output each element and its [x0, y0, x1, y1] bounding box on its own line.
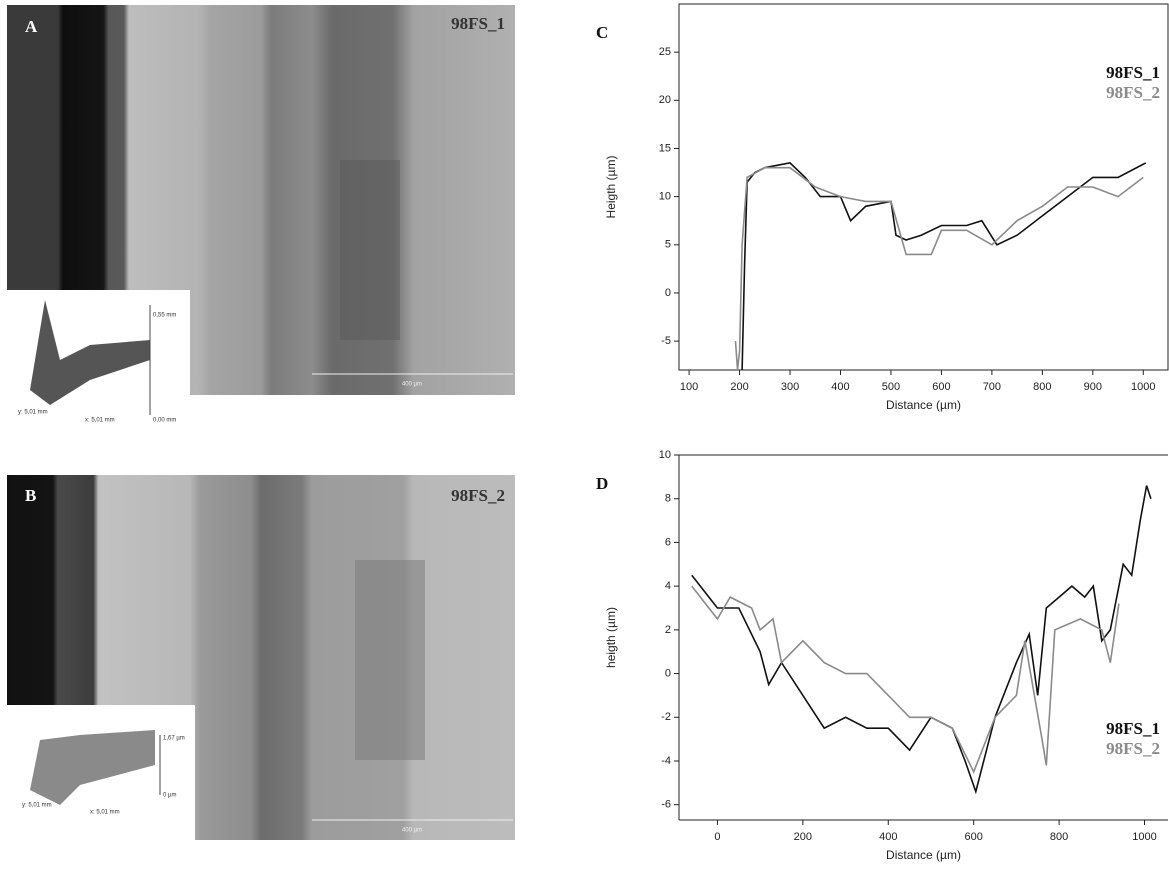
- inset-label: 0,00 mm: [153, 418, 176, 424]
- panel-label: B: [25, 486, 36, 505]
- x-tick-label: 400: [831, 381, 849, 393]
- panel-label: D: [596, 474, 608, 493]
- x-tick-label: 800: [1033, 381, 1051, 393]
- legend-label: 98FS_1: [1106, 63, 1160, 82]
- texture: [355, 560, 425, 760]
- texture: [340, 160, 400, 340]
- inset-label: x: 5,01 mm: [85, 418, 115, 424]
- x-tick-label: 800: [1050, 831, 1068, 843]
- panel-label: C: [596, 23, 608, 42]
- x-tick-label: 900: [1084, 381, 1102, 393]
- inset-surface: [30, 300, 150, 405]
- y-tick-label: -4: [661, 755, 671, 767]
- panel-label: A: [25, 17, 38, 36]
- sample-label: 98FS_1: [451, 14, 505, 33]
- x-tick-label: 500: [882, 381, 900, 393]
- inset-label: y: 5,01 mm: [22, 803, 52, 809]
- x-tick-label: 700: [983, 381, 1001, 393]
- y-tick-label: 25: [659, 46, 671, 58]
- x-tick-label: 0: [714, 831, 720, 843]
- inset-label: x: 5,01 mm: [90, 810, 120, 816]
- line-series: [734, 166, 1144, 371]
- micrograph-b: B 98FS_2 400 µm 1,67 µm 0 µm x: 5,01 mm …: [7, 475, 515, 840]
- y-tick-label: -2: [661, 711, 671, 723]
- line-series: [741, 162, 1147, 371]
- inset-label: 0 µm: [163, 793, 176, 799]
- x-tick-label: 1000: [1132, 831, 1156, 843]
- legend-label: 98FS_2: [1106, 739, 1160, 758]
- x-tick-label: 200: [794, 831, 812, 843]
- x-tick-label: 400: [879, 831, 897, 843]
- y-tick-label: 15: [659, 142, 671, 154]
- x-axis-title: Distance (µm): [886, 848, 961, 862]
- y-tick-label: 2: [665, 624, 671, 636]
- inset-label: 0,55 mm: [153, 313, 176, 319]
- x-axis-title: Distance (µm): [886, 398, 961, 412]
- y-tick-label: 20: [659, 94, 671, 106]
- scale-label: 400 µm: [402, 828, 422, 834]
- line-series: [691, 485, 1152, 795]
- x-tick-label: 300: [781, 381, 799, 393]
- y-axis-title: heigth (µm): [604, 607, 618, 668]
- y-axis-title: Heigth (µm): [604, 156, 618, 219]
- y-tick-label: 4: [665, 580, 671, 592]
- x-tick-label: 600: [965, 831, 983, 843]
- inset-label: y: 5,01 mm: [18, 410, 48, 416]
- y-tick-label: 5: [665, 239, 671, 251]
- y-tick-label: 0: [665, 287, 671, 299]
- y-tick-label: 0: [665, 667, 671, 679]
- x-tick-label: 1000: [1131, 381, 1155, 393]
- y-tick-label: -5: [661, 335, 671, 347]
- legend-label: 98FS_1: [1106, 719, 1160, 738]
- y-tick-label: 6: [665, 536, 671, 548]
- x-tick-label: 200: [730, 381, 748, 393]
- inset-label: 1,67 µm: [163, 736, 185, 742]
- y-tick-label: -6: [661, 799, 671, 811]
- scale-label: 400 µm: [402, 382, 422, 388]
- legend-label: 98FS_2: [1106, 83, 1160, 102]
- x-tick-label: 100: [680, 381, 698, 393]
- x-tick-label: 600: [932, 381, 950, 393]
- plot-frame: [678, 3, 1169, 371]
- y-tick-label: 8: [665, 493, 671, 505]
- sample-label: 98FS_2: [451, 486, 505, 505]
- inset-surface: [30, 730, 155, 805]
- y-tick-label: 10: [659, 449, 671, 461]
- micrograph-a: A 98FS_1 400 µm 0,55 mm 0,00 mm x: 5,01 …: [7, 5, 515, 425]
- line-series: [691, 585, 1120, 774]
- y-tick-label: 10: [659, 191, 671, 203]
